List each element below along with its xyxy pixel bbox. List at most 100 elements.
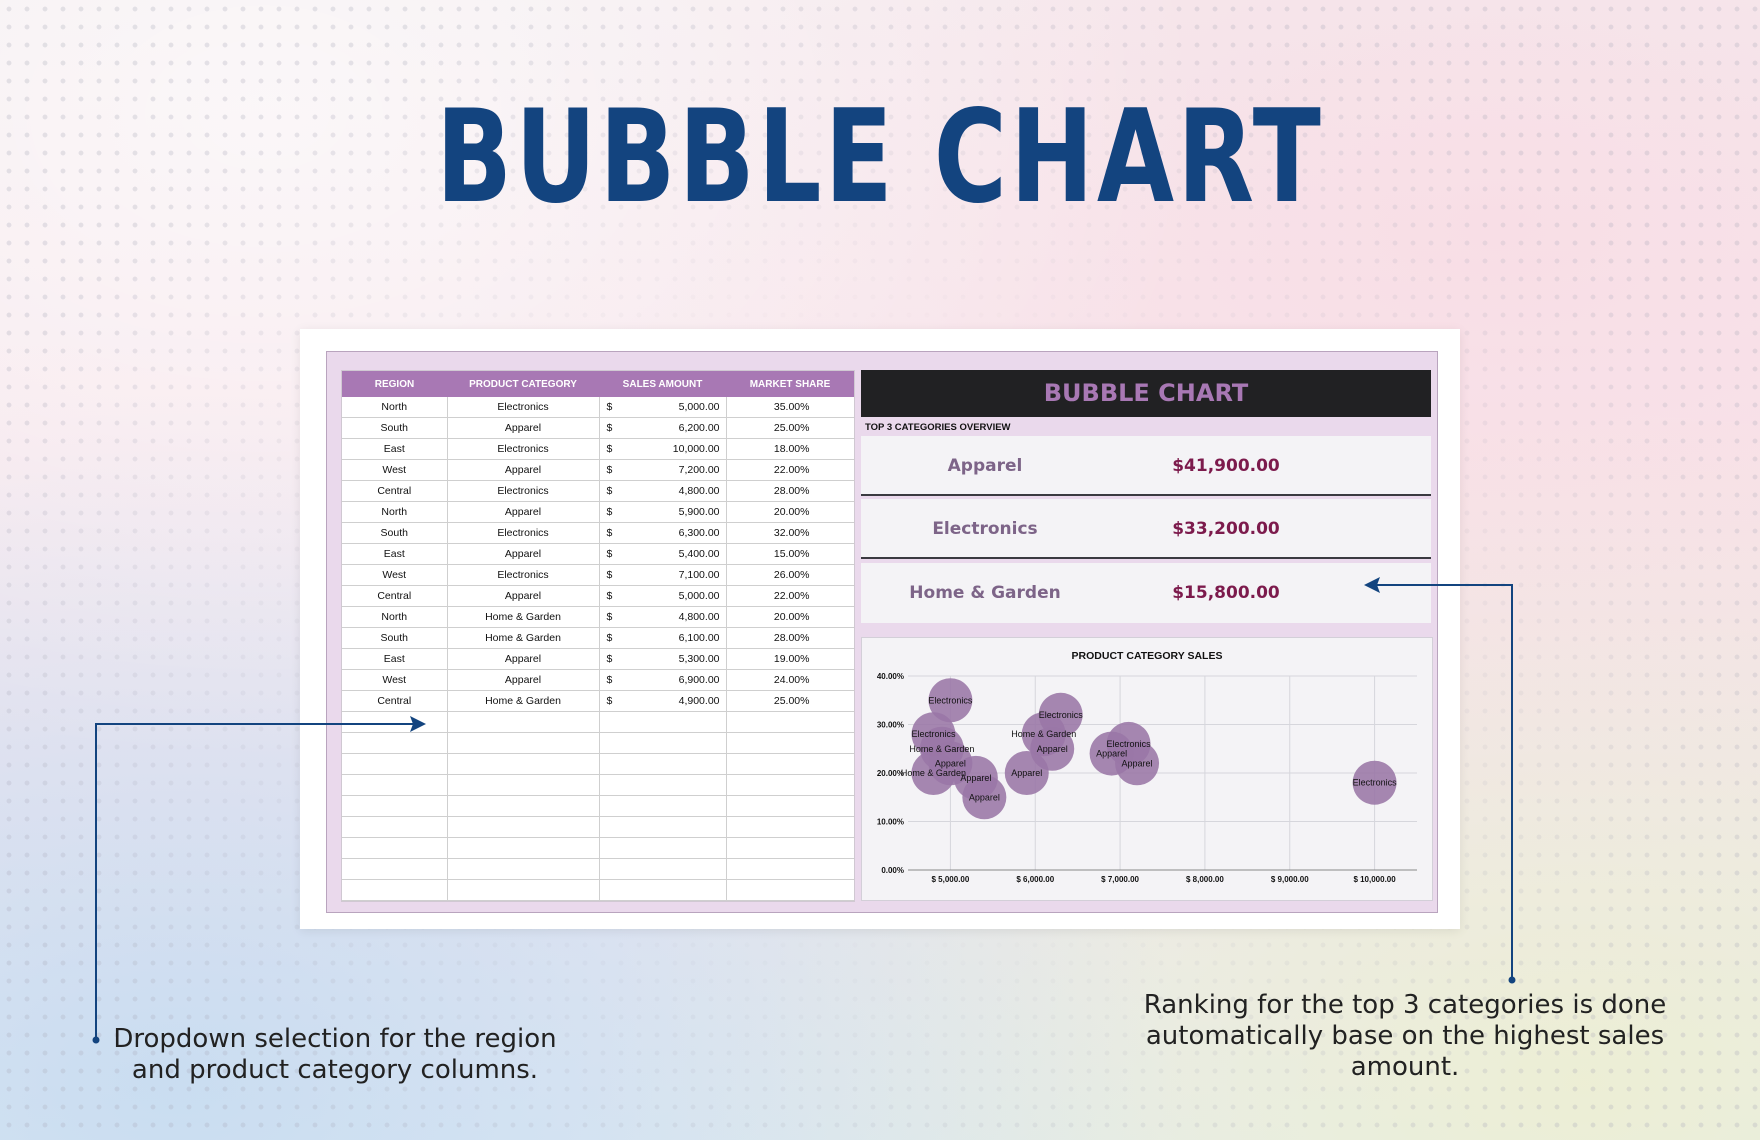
empty-cell[interactable]	[342, 753, 448, 775]
empty-cell[interactable]	[342, 837, 448, 859]
cell-region[interactable]: East	[342, 438, 448, 460]
empty-cell[interactable]	[726, 837, 854, 859]
cell-region[interactable]: East	[342, 543, 448, 565]
cell-region[interactable]: West	[342, 564, 448, 586]
cell-region[interactable]: Central	[342, 480, 448, 502]
cell-sales-amount[interactable]: $6,100.00	[599, 627, 727, 649]
cell-sales-amount[interactable]: $10,000.00	[599, 438, 727, 460]
empty-cell[interactable]	[599, 858, 727, 880]
cell-market-share[interactable]: 22.00%	[726, 585, 854, 607]
currency-symbol: $	[606, 695, 613, 707]
cell-product-category[interactable]: Electronics	[447, 522, 600, 544]
empty-cell[interactable]	[726, 711, 854, 733]
cell-sales-amount[interactable]: $6,300.00	[599, 522, 727, 544]
cell-sales-amount[interactable]: $7,200.00	[599, 459, 727, 481]
cell-sales-amount[interactable]: $5,000.00	[599, 397, 727, 418]
cell-market-share[interactable]: 25.00%	[726, 690, 854, 712]
table-row: East Apparel $5,300.00 19.00%	[342, 648, 854, 670]
cell-region[interactable]: Central	[342, 585, 448, 607]
empty-cell[interactable]	[599, 879, 727, 901]
empty-cell[interactable]	[726, 732, 854, 754]
empty-cell[interactable]	[726, 753, 854, 775]
cell-market-share[interactable]: 19.00%	[726, 648, 854, 670]
cell-product-category[interactable]: Electronics	[447, 438, 600, 460]
cell-product-category[interactable]: Apparel	[447, 648, 600, 670]
empty-cell[interactable]	[447, 732, 600, 754]
cell-region[interactable]: West	[342, 459, 448, 481]
empty-cell[interactable]	[726, 858, 854, 880]
empty-cell[interactable]	[447, 837, 600, 859]
empty-cell[interactable]	[599, 753, 727, 775]
cell-sales-amount[interactable]: $5,000.00	[599, 585, 727, 607]
cell-market-share[interactable]: 22.00%	[726, 459, 854, 481]
cell-product-category[interactable]: Electronics	[447, 564, 600, 586]
cell-market-share[interactable]: 18.00%	[726, 438, 854, 460]
chart-title: PRODUCT CATEGORY SALES	[1072, 650, 1223, 662]
empty-cell[interactable]	[342, 879, 448, 901]
empty-cell[interactable]	[342, 732, 448, 754]
cell-product-category[interactable]: Electronics	[447, 480, 600, 502]
empty-cell[interactable]	[342, 774, 448, 796]
cell-sales-amount[interactable]: $7,100.00	[599, 564, 727, 586]
empty-cell[interactable]	[447, 879, 600, 901]
cell-product-category[interactable]: Apparel	[447, 543, 600, 565]
cell-region[interactable]: North	[342, 397, 448, 418]
cell-market-share[interactable]: 32.00%	[726, 522, 854, 544]
empty-cell[interactable]	[726, 816, 854, 838]
empty-cell[interactable]	[726, 795, 854, 817]
cell-market-share[interactable]: 15.00%	[726, 543, 854, 565]
cell-market-share[interactable]: 24.00%	[726, 669, 854, 691]
cell-market-share[interactable]: 28.00%	[726, 480, 854, 502]
empty-cell[interactable]	[342, 711, 448, 733]
cell-product-category[interactable]: Apparel	[447, 669, 600, 691]
cell-product-category[interactable]: Apparel	[447, 417, 600, 439]
cell-sales-amount[interactable]: $5,300.00	[599, 648, 727, 670]
cell-region[interactable]: North	[342, 501, 448, 523]
empty-cell[interactable]	[599, 774, 727, 796]
cell-region[interactable]: North	[342, 606, 448, 628]
cell-region[interactable]: South	[342, 627, 448, 649]
cell-region[interactable]: East	[342, 648, 448, 670]
cell-market-share[interactable]: 28.00%	[726, 627, 854, 649]
cell-product-category[interactable]: Home & Garden	[447, 627, 600, 649]
empty-cell[interactable]	[342, 858, 448, 880]
cell-sales-amount[interactable]: $4,800.00	[599, 480, 727, 502]
cell-region[interactable]: Central	[342, 690, 448, 712]
empty-cell[interactable]	[726, 774, 854, 796]
cell-sales-amount[interactable]: $5,400.00	[599, 543, 727, 565]
cell-product-category[interactable]: Apparel	[447, 501, 600, 523]
cell-sales-amount[interactable]: $4,800.00	[599, 606, 727, 628]
cell-sales-amount[interactable]: $5,900.00	[599, 501, 727, 523]
empty-cell[interactable]	[342, 795, 448, 817]
cell-market-share[interactable]: 20.00%	[726, 606, 854, 628]
cell-product-category[interactable]: Electronics	[447, 397, 600, 418]
cell-product-category[interactable]: Apparel	[447, 459, 600, 481]
currency-symbol: $	[606, 443, 613, 455]
cell-product-category[interactable]: Home & Garden	[447, 606, 600, 628]
empty-cell[interactable]	[447, 774, 600, 796]
empty-cell[interactable]	[342, 816, 448, 838]
cell-sales-amount[interactable]: $4,900.00	[599, 690, 727, 712]
empty-cell[interactable]	[599, 732, 727, 754]
empty-cell[interactable]	[599, 816, 727, 838]
empty-cell[interactable]	[599, 711, 727, 733]
empty-cell[interactable]	[447, 816, 600, 838]
cell-region[interactable]: South	[342, 417, 448, 439]
empty-cell[interactable]	[447, 711, 600, 733]
empty-cell[interactable]	[599, 795, 727, 817]
empty-cell[interactable]	[447, 795, 600, 817]
cell-sales-amount[interactable]: $6,900.00	[599, 669, 727, 691]
cell-region[interactable]: West	[342, 669, 448, 691]
empty-cell[interactable]	[447, 753, 600, 775]
cell-market-share[interactable]: 20.00%	[726, 501, 854, 523]
cell-market-share[interactable]: 35.00%	[726, 397, 854, 418]
cell-region[interactable]: South	[342, 522, 448, 544]
cell-product-category[interactable]: Home & Garden	[447, 690, 600, 712]
empty-cell[interactable]	[599, 837, 727, 859]
empty-cell[interactable]	[447, 858, 600, 880]
cell-market-share[interactable]: 25.00%	[726, 417, 854, 439]
cell-market-share[interactable]: 26.00%	[726, 564, 854, 586]
cell-sales-amount[interactable]: $6,200.00	[599, 417, 727, 439]
cell-product-category[interactable]: Apparel	[447, 585, 600, 607]
empty-cell[interactable]	[726, 879, 854, 901]
